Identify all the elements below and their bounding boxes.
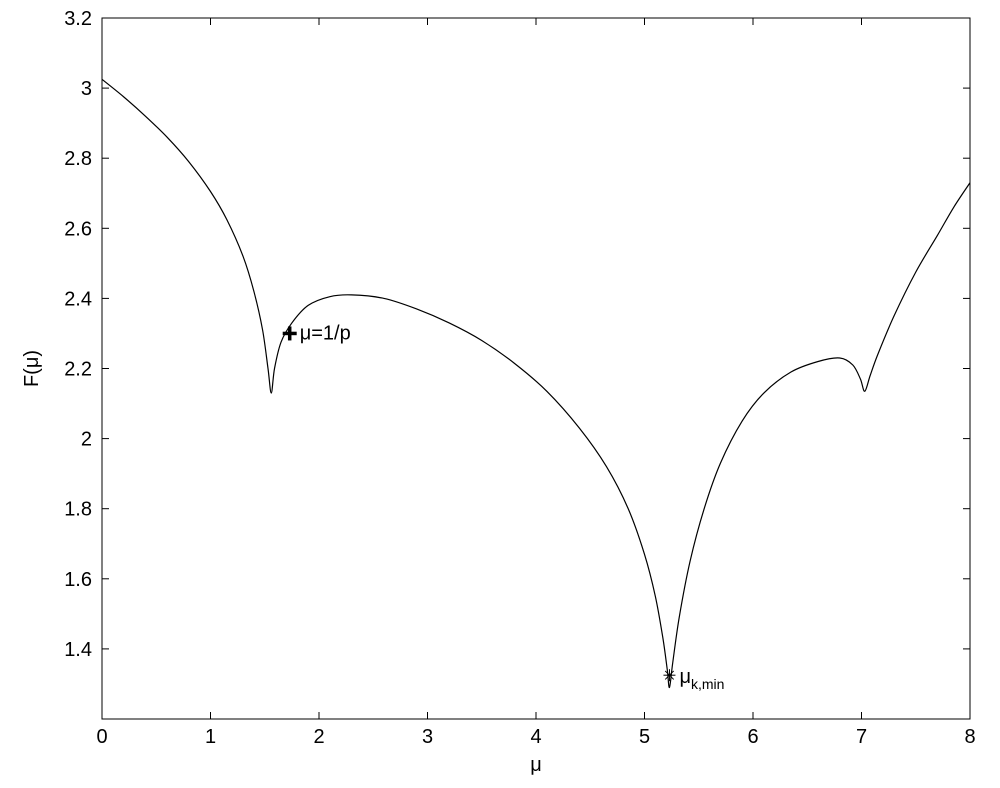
plus-marker: μ=1/p xyxy=(283,322,351,344)
y-tick-label: 2.2 xyxy=(64,359,92,381)
x-tick-label: 7 xyxy=(856,726,867,748)
annotation-label: μk,min xyxy=(679,666,724,692)
y-tick-label: 2.8 xyxy=(64,148,92,170)
x-tick-label: 6 xyxy=(747,726,758,748)
y-tick-label: 1.4 xyxy=(64,639,92,661)
x-tick-label: 3 xyxy=(422,726,433,748)
x-tick-label: 2 xyxy=(313,726,324,748)
chart-container: 0 1 2 3 4 5 6 7 8 1.4 1.6 1.8 2 2.2 2.4 2.6 2.8 3 3.2 μ F(μ)… xyxy=(0,0,1000,788)
y-tick-label: 1.6 xyxy=(64,569,92,591)
y-tick-label: 3.2 xyxy=(64,8,92,30)
y-tick-label: 1.8 xyxy=(64,499,92,521)
y-tick-label: 2 xyxy=(81,429,92,451)
star-marker: μk,min xyxy=(663,666,724,692)
x-tick-label: 0 xyxy=(96,726,107,748)
x-axis-label: μ xyxy=(530,754,542,776)
x-tick-label: 5 xyxy=(639,726,650,748)
y-axis-label: F(μ) xyxy=(21,350,43,387)
plot-box xyxy=(102,18,970,719)
y-tick-label: 2.6 xyxy=(64,218,92,240)
y-tick-label: 2.4 xyxy=(64,288,92,310)
annotation-label: μ=1/p xyxy=(300,322,351,344)
curve xyxy=(102,79,970,687)
line-chart: 0 1 2 3 4 5 6 7 8 1.4 1.6 1.8 2 2.2 2.4 2.6 2.8 3 3.2 μ F(μ)… xyxy=(0,0,1000,788)
y-tick-label: 3 xyxy=(81,78,92,100)
x-tick-label: 4 xyxy=(530,726,541,748)
x-tick-label: 8 xyxy=(964,726,975,748)
x-tick-label: 1 xyxy=(205,726,216,748)
